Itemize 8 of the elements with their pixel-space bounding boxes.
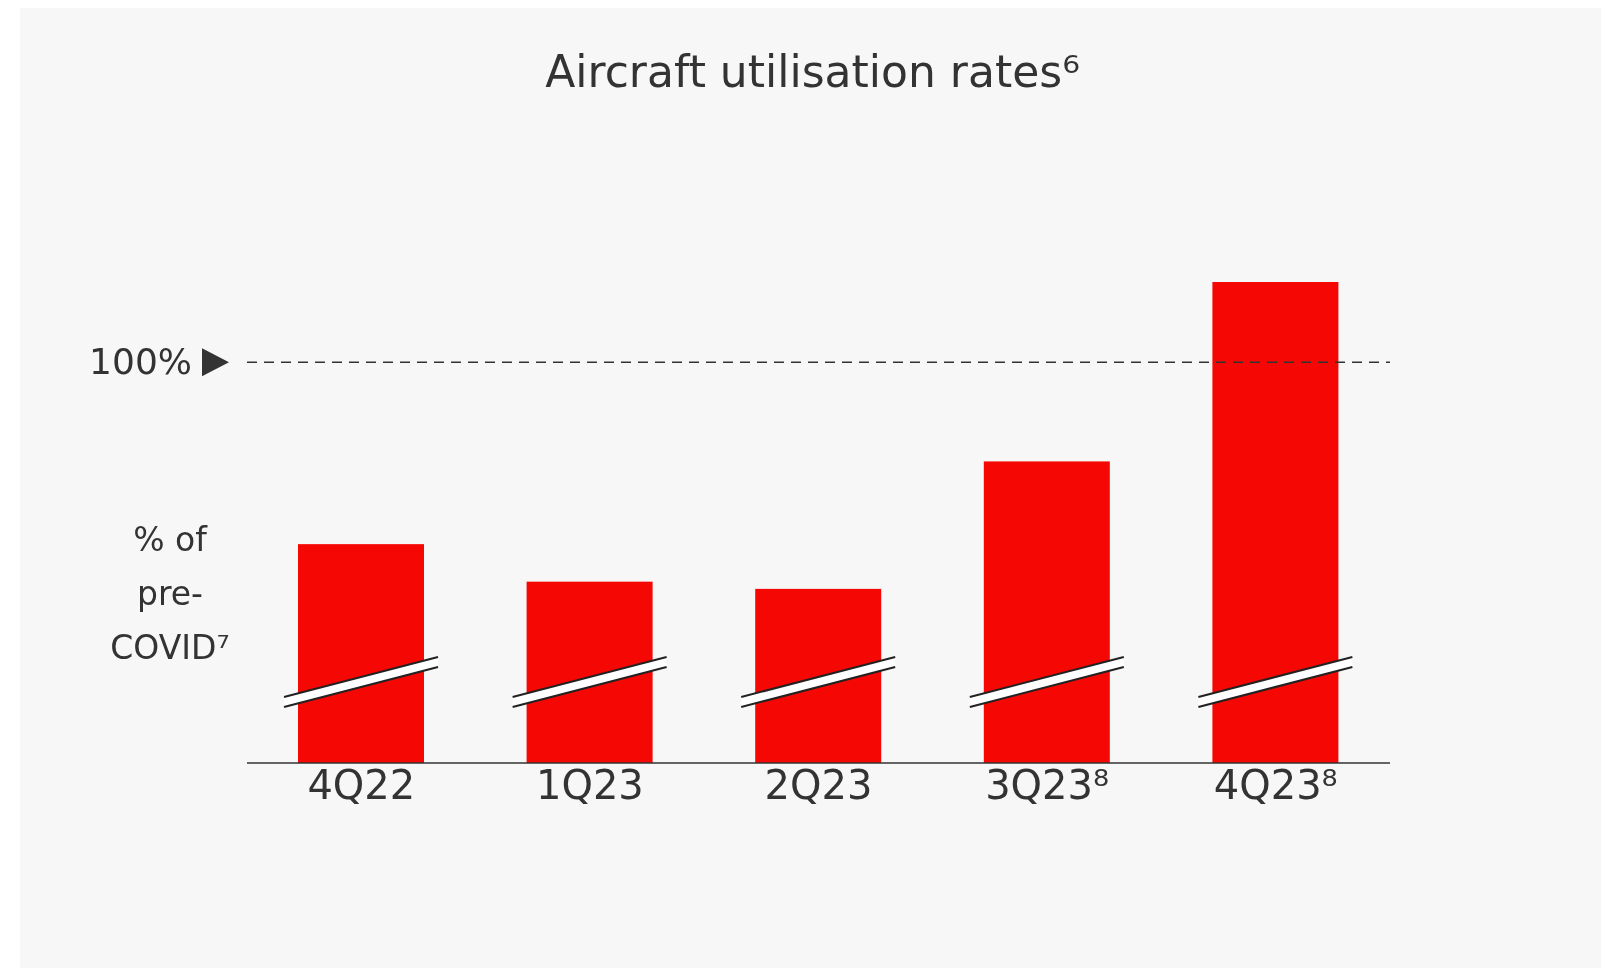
x-tick-label: 3Q23⁸: [985, 762, 1110, 809]
x-tick-label: 1Q23: [535, 762, 644, 809]
x-tick-label: 4Q23⁸: [1213, 762, 1338, 809]
x-tick-label: 2Q23: [764, 762, 873, 809]
y-axis-title: % of pre-COVID⁷: [109, 519, 231, 669]
x-tick-label: 4Q22: [307, 762, 416, 809]
chart-title: Aircraft utilisation rates⁶: [544, 46, 1081, 97]
text: 100%: [89, 341, 192, 383]
